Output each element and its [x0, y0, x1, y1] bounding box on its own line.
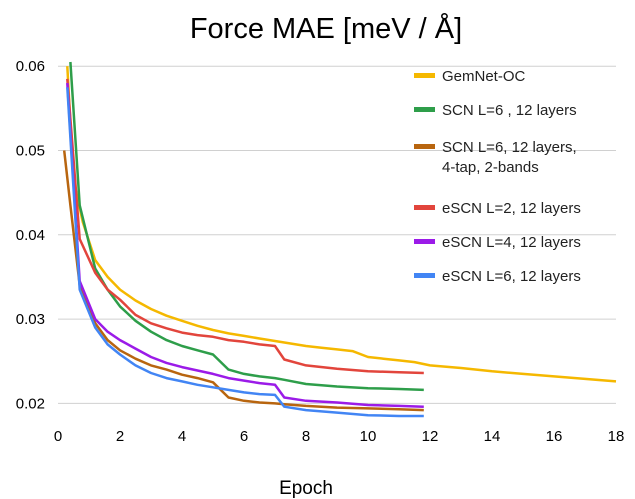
- y-tick-label: 0.03: [16, 311, 45, 328]
- series-line-1: [66, 66, 617, 383]
- series-line-2: [69, 61, 424, 392]
- series-line-4: [66, 78, 424, 375]
- x-axis-ticks: 0 2 4 6 8 10 12 14 16 18: [54, 428, 625, 445]
- series-line-6: [66, 87, 424, 418]
- y-tick-label: 0.04: [16, 227, 45, 244]
- legend-swatch: [414, 273, 435, 278]
- gridlines: [58, 65, 616, 404]
- x-tick-label: 10: [360, 428, 377, 445]
- legend-label: SCN L=6 , 12 layers: [442, 102, 577, 119]
- x-axis-label: Epoch: [279, 478, 333, 499]
- x-tick-label: 6: [240, 428, 248, 445]
- x-tick-label: 2: [116, 428, 124, 445]
- legend-label-line2: 4-tap, 2-bands: [442, 159, 539, 176]
- legend-label: GemNet-OC: [442, 68, 526, 85]
- legend-label: eSCN L=4, 12 layers: [442, 234, 581, 251]
- x-tick-label: 18: [608, 428, 625, 445]
- series-line-3: [62, 150, 424, 412]
- x-tick-label: 16: [546, 428, 563, 445]
- legend-swatch: [414, 73, 435, 78]
- x-tick-label: 4: [178, 428, 186, 445]
- chart-title: Force MAE [meV / Å]: [190, 12, 462, 45]
- y-tick-label: 0.02: [16, 395, 45, 412]
- legend-label: eSCN L=2, 12 layers: [442, 200, 581, 217]
- x-tick-label: 0: [54, 428, 62, 445]
- x-tick-label: 8: [302, 428, 310, 445]
- y-tick-label: 0.05: [16, 143, 45, 160]
- legend: GemNet-OC SCN L=6 , 12 layers SCN L=6, 12 …: [414, 68, 581, 285]
- legend-swatch: [414, 205, 435, 210]
- legend-swatch: [414, 107, 435, 112]
- legend-swatch: [414, 239, 435, 244]
- x-tick-label: 12: [422, 428, 439, 445]
- y-tick-label: 0.06: [16, 58, 45, 75]
- y-axis-ticks: 0.02 0.03 0.04 0.05 0.06: [16, 58, 45, 412]
- series-lines: [62, 61, 617, 418]
- legend-label: eSCN L=6, 12 layers: [442, 268, 581, 285]
- legend-swatch: [414, 144, 435, 149]
- x-tick-label: 14: [484, 428, 501, 445]
- series-line-5: [66, 83, 424, 408]
- legend-label: SCN L=6, 12 layers,: [442, 139, 577, 156]
